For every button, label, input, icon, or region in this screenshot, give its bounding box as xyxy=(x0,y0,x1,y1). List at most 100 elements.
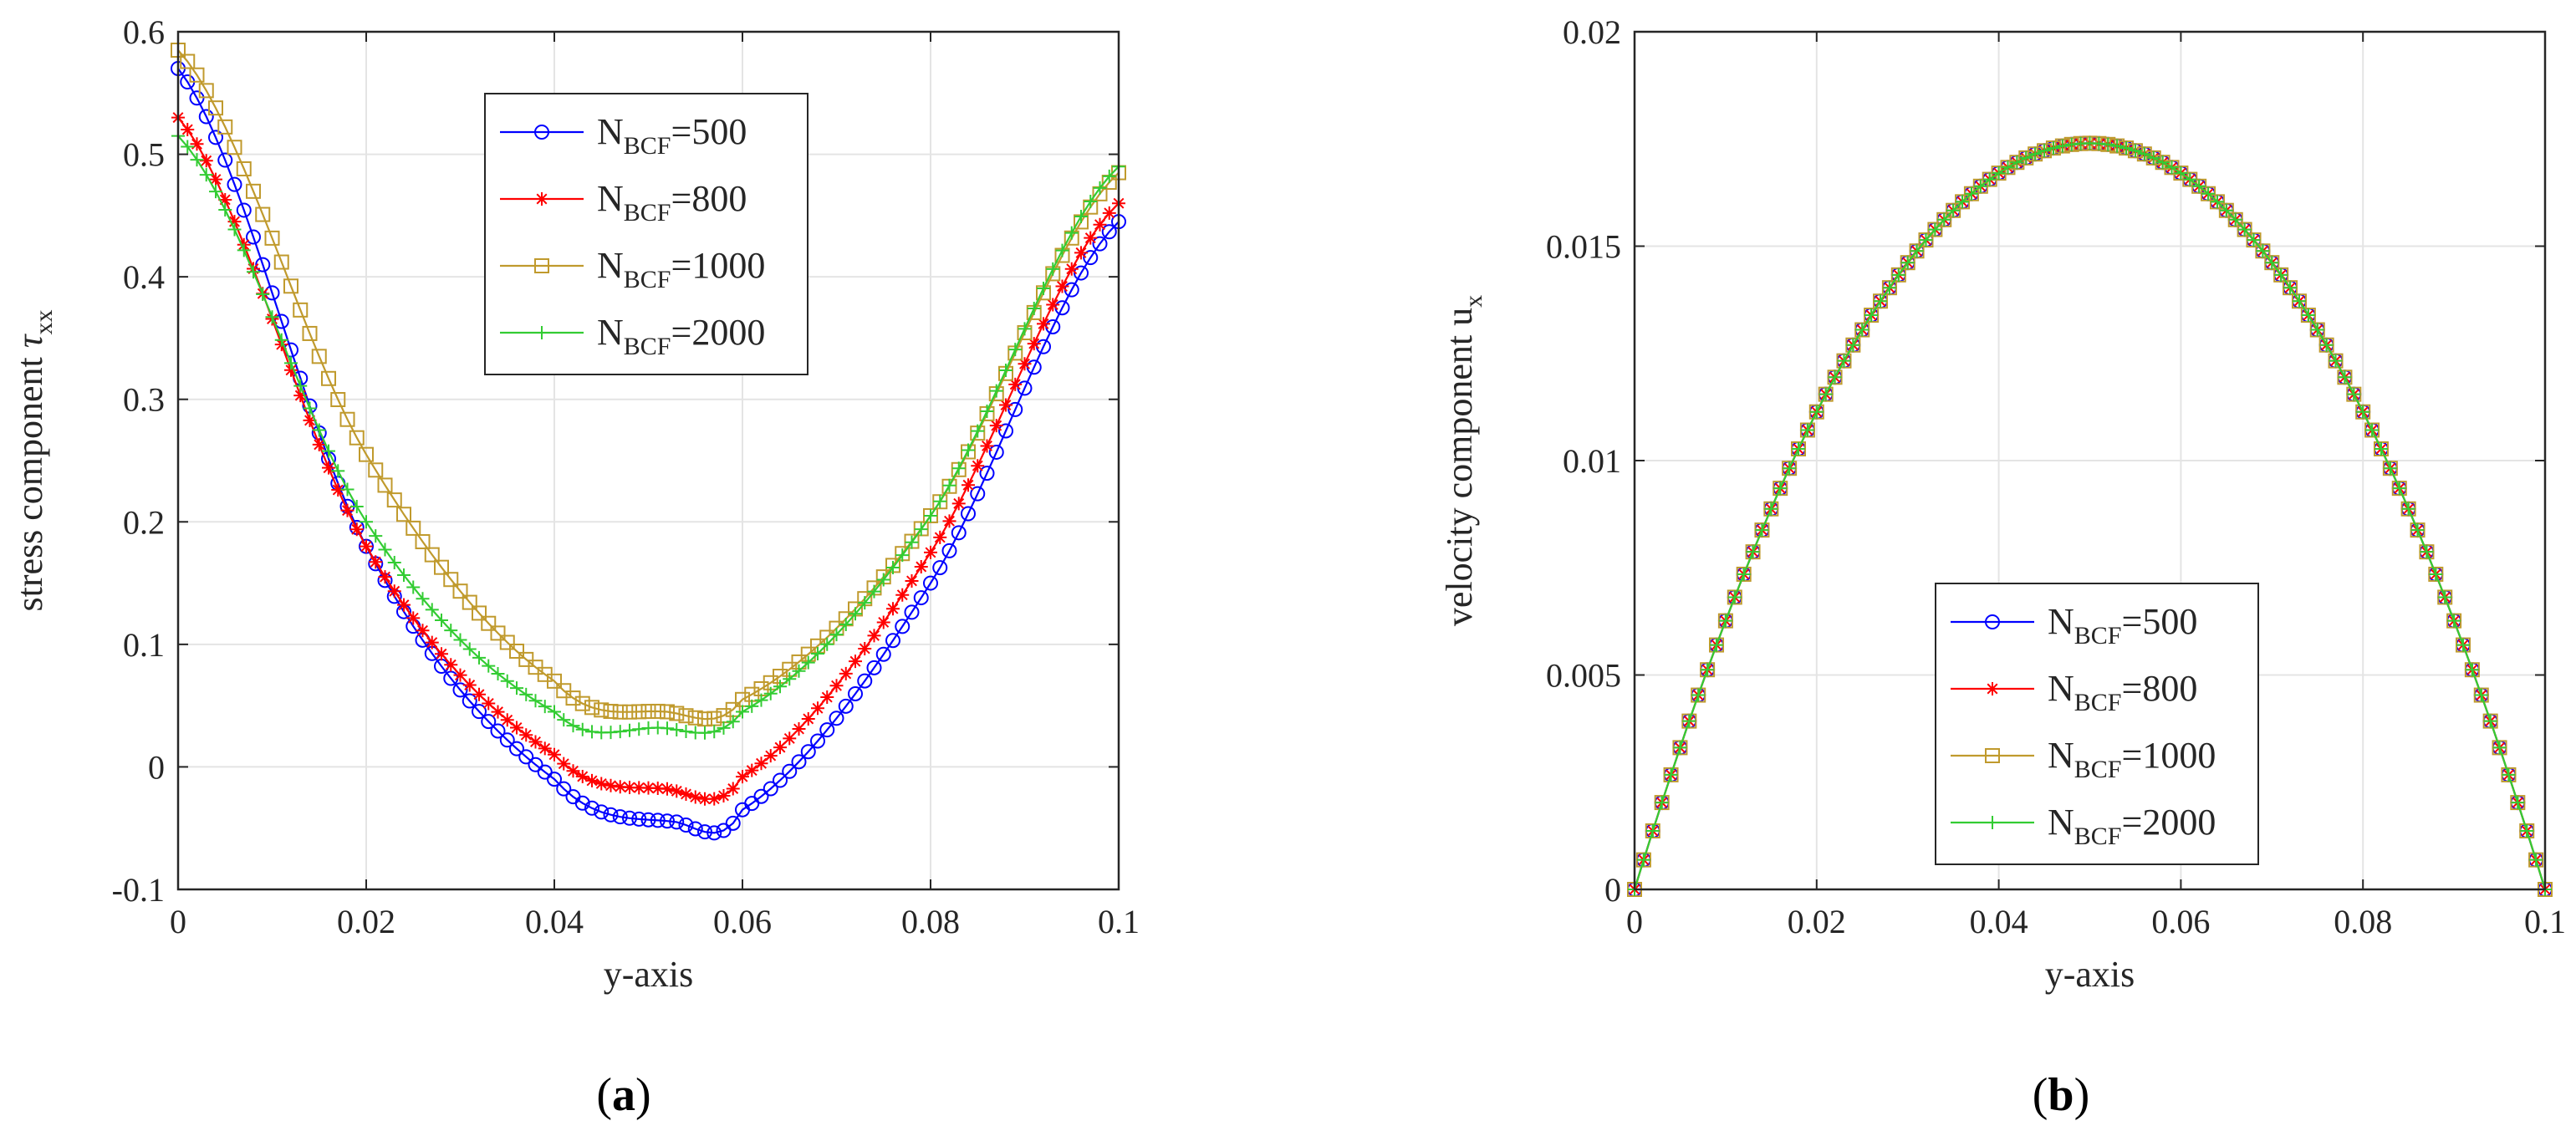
chart-panel-a: 0 0.02 0.04 0.06 0.08 0.1-0.100.10.20.30.40.5… xyxy=(9,13,1140,1121)
x-tick-label: 0.06 xyxy=(2151,903,2210,940)
data-point xyxy=(2520,824,2534,838)
data-point xyxy=(2247,233,2261,247)
data-point xyxy=(1018,322,1032,336)
data-point xyxy=(518,749,534,765)
data-point xyxy=(951,461,966,476)
data-point xyxy=(273,254,289,270)
data-point xyxy=(2438,590,2452,604)
data-point xyxy=(1055,243,1069,257)
data-point xyxy=(2201,186,2216,201)
data-point xyxy=(528,694,543,708)
data-point xyxy=(387,584,401,599)
data-point xyxy=(386,492,402,508)
data-point xyxy=(2237,222,2252,237)
data-point xyxy=(669,706,685,721)
data-point xyxy=(857,673,873,689)
data-point xyxy=(2219,203,2233,217)
data-point xyxy=(603,807,619,823)
series-n2000 xyxy=(171,129,1125,740)
data-point xyxy=(208,100,223,116)
data-point xyxy=(312,423,326,437)
data-point xyxy=(970,486,986,502)
data-point xyxy=(452,682,468,698)
data-point xyxy=(933,530,947,544)
y-tick-label: 0.2 xyxy=(123,503,165,541)
data-point xyxy=(678,708,694,724)
data-point xyxy=(481,615,497,631)
data-point xyxy=(1837,354,1851,368)
series-n800 xyxy=(171,110,1125,806)
data-point xyxy=(2492,741,2507,755)
data-point xyxy=(2374,441,2388,456)
data-point xyxy=(566,764,580,778)
data-point xyxy=(472,650,486,665)
data-point xyxy=(811,646,824,660)
data-point xyxy=(1864,308,1879,323)
data-point xyxy=(416,592,430,606)
data-point xyxy=(246,183,261,199)
data-point xyxy=(1846,338,1860,352)
y-tick-label: 0 xyxy=(148,748,165,786)
data-point xyxy=(687,710,703,726)
data-point xyxy=(2128,144,2142,158)
data-point xyxy=(330,392,346,408)
y-tick-label: 0.6 xyxy=(123,13,165,51)
data-point xyxy=(829,711,844,726)
panel-label: (b) xyxy=(2033,1069,2089,1121)
data-point xyxy=(1018,357,1032,371)
legend-marker xyxy=(1985,614,2000,629)
x-axis-label: y-axis xyxy=(604,954,694,995)
data-point xyxy=(1084,231,1098,245)
data-point xyxy=(849,655,862,669)
y-tick-label: 0.015 xyxy=(1546,228,1621,266)
legend-entry: NBCF=2000 xyxy=(500,312,765,360)
data-point xyxy=(961,506,976,522)
data-point xyxy=(435,614,448,628)
data-point xyxy=(331,483,345,497)
data-point xyxy=(256,287,270,301)
data-point xyxy=(227,215,242,229)
data-point xyxy=(660,704,675,720)
data-point xyxy=(971,459,985,473)
data-point xyxy=(716,823,732,838)
data-point xyxy=(1928,222,1942,237)
data-point xyxy=(2319,338,2334,352)
data-point xyxy=(2256,244,2270,258)
data-point xyxy=(519,687,533,701)
data-point xyxy=(369,555,383,569)
data-point xyxy=(284,356,298,370)
data-point xyxy=(1691,688,1706,702)
data-point xyxy=(424,547,440,563)
data-point xyxy=(462,678,477,692)
data-point xyxy=(574,795,590,811)
data-point xyxy=(510,721,523,735)
data-point xyxy=(1093,217,1107,232)
data-point xyxy=(698,726,712,740)
data-point xyxy=(2511,796,2525,810)
data-point xyxy=(829,628,844,642)
data-point xyxy=(2019,150,2033,165)
data-point xyxy=(237,243,251,257)
data-point xyxy=(209,172,222,186)
data-point xyxy=(406,520,421,536)
y-tick-label: 0.3 xyxy=(123,381,165,419)
data-point xyxy=(2474,688,2488,702)
data-point xyxy=(839,666,853,680)
data-point xyxy=(962,443,975,457)
data-point xyxy=(236,160,252,176)
data-point xyxy=(631,704,647,720)
data-point xyxy=(2174,166,2188,181)
data-point xyxy=(1007,401,1023,417)
data-point xyxy=(2274,267,2288,282)
data-point xyxy=(1855,323,1870,337)
data-point xyxy=(339,411,355,427)
data-point xyxy=(782,763,798,779)
data-point xyxy=(482,659,496,673)
data-point xyxy=(547,673,562,689)
data-point xyxy=(641,781,655,795)
data-point xyxy=(2292,294,2306,308)
data-point xyxy=(349,522,364,537)
data-point xyxy=(2310,323,2324,337)
data-point xyxy=(557,756,571,771)
data-point xyxy=(763,686,778,700)
